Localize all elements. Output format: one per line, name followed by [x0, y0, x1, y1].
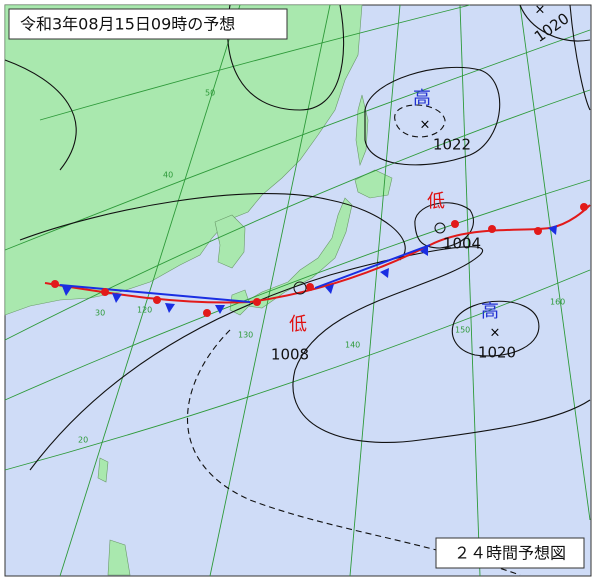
map-symbol: [153, 296, 161, 304]
grid-labels: 50 40 30 20 120 130 140 150 160: [78, 89, 565, 445]
isobar: [29, 246, 591, 471]
korea: [214, 214, 246, 269]
grid-label: 50: [205, 89, 215, 98]
grid-label: 120: [137, 306, 152, 315]
lat-10: [4, 269, 591, 471]
isobar: [4, 59, 77, 171]
title: 令和3年08月15日09時の予想: [20, 15, 235, 34]
system-pressure: 1008: [271, 346, 309, 364]
graticule: [4, 4, 591, 577]
footer-box: [435, 537, 585, 569]
taiwan: [97, 457, 109, 483]
map-symbol: [534, 227, 542, 235]
isobars: [4, 4, 591, 576]
center-mark: ×: [420, 118, 431, 133]
grid-label: 160: [550, 298, 565, 307]
philippines: [107, 539, 131, 576]
lon-150: [459, 4, 481, 577]
lon-120: [59, 4, 241, 577]
front-triangles: [62, 225, 557, 314]
isobar: [19, 192, 406, 261]
lat-40: [4, 29, 591, 251]
centers: × × ×: [293, 3, 546, 341]
lon-130: [209, 4, 331, 577]
footer-label: ２４時間予想図: [454, 544, 566, 563]
map-symbol: [488, 225, 496, 233]
lon-140: [349, 4, 401, 577]
hokkaido: [354, 169, 393, 199]
lat-30: [4, 89, 591, 341]
isobar: [364, 66, 501, 166]
grid-label: 150: [455, 326, 470, 335]
grid-label: 130: [238, 331, 253, 340]
system-kind: 低: [427, 191, 445, 212]
map-symbol: [165, 303, 175, 313]
map-symbol: [253, 298, 261, 306]
system-pressure: 1020: [478, 344, 516, 362]
grid-label: 20: [78, 436, 88, 445]
map-symbol: [203, 309, 211, 317]
low-center: [434, 222, 446, 234]
map-symbol: [51, 280, 59, 288]
grid-label: 140: [345, 341, 360, 350]
lat-20: [4, 179, 591, 401]
map-symbol: [380, 268, 389, 278]
front-cold-part: [59, 244, 431, 303]
isobar: [451, 300, 540, 357]
map-symbol: [451, 220, 459, 228]
isobar: [414, 202, 475, 249]
map-symbol: [62, 286, 72, 296]
grid-label: 40: [163, 171, 173, 180]
system-kind: 高: [481, 301, 499, 322]
title-box: [8, 8, 288, 40]
system-pressure: 1004: [443, 235, 481, 253]
low-center: [293, 281, 307, 295]
center-mark: ×: [490, 326, 501, 341]
system-kind: 低: [289, 314, 307, 335]
map-symbol: [101, 288, 109, 296]
map-symbol: [325, 284, 334, 294]
map-symbol: [420, 246, 428, 256]
isobar: [569, 4, 591, 111]
lon-160: [519, 4, 591, 521]
system-pressure: 1022: [433, 136, 471, 154]
isobar: [394, 104, 446, 138]
map-symbol: [112, 293, 122, 303]
center-mark: ×: [535, 3, 546, 18]
map-symbol: [580, 203, 588, 211]
front: [44, 203, 591, 317]
system-kind: 高: [413, 88, 431, 109]
front-semicircles: [51, 203, 588, 317]
isobar: [519, 4, 591, 42]
grid-label: 30: [95, 309, 105, 318]
map-symbol: [215, 305, 225, 314]
map-symbol: [548, 225, 557, 235]
isobar: [227, 4, 345, 111]
map-symbol: [306, 283, 314, 291]
lat-50: [39, 4, 471, 121]
